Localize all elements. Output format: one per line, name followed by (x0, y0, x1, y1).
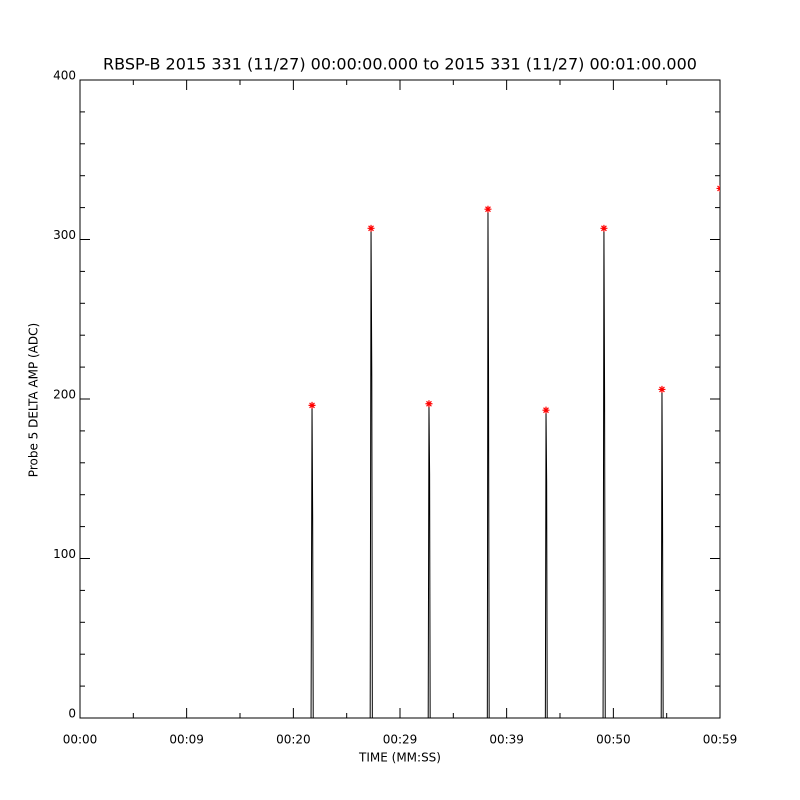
y-tick-label: 400 (53, 69, 76, 83)
plot-area (80, 184, 720, 718)
chart-title: RBSP-B 2015 331 (11/27) 00:00:00.000 to … (103, 55, 697, 74)
plot-frame (79, 79, 721, 719)
x-axis-label: TIME (MM:SS) (358, 751, 441, 765)
peak-marker (367, 224, 375, 232)
y-tick-label: 0 (68, 707, 76, 721)
x-tick-label: 00:20 (276, 733, 311, 747)
peak-marker (484, 205, 492, 213)
peak-marker (425, 400, 433, 408)
x-tick-label: 00:29 (383, 733, 418, 747)
peak-marker (308, 401, 316, 409)
x-tick-label: 00:39 (489, 733, 524, 747)
data-line (80, 209, 720, 718)
y-tick-label: 200 (53, 388, 76, 402)
peak-marker (600, 224, 608, 232)
x-tick-label: 00:00 (63, 733, 98, 747)
peak-marker (542, 406, 550, 414)
y-axis-label: Probe 5 DELTA AMP (ADC) (27, 323, 41, 477)
x-tick-label: 00:09 (169, 733, 204, 747)
peak-marker (716, 184, 720, 192)
x-tick-label: 00:50 (596, 733, 631, 747)
x-tick-label: 00:59 (703, 733, 738, 747)
peak-marker (658, 385, 666, 393)
y-tick-label: 100 (53, 547, 76, 561)
y-tick-label: 300 (53, 228, 76, 242)
